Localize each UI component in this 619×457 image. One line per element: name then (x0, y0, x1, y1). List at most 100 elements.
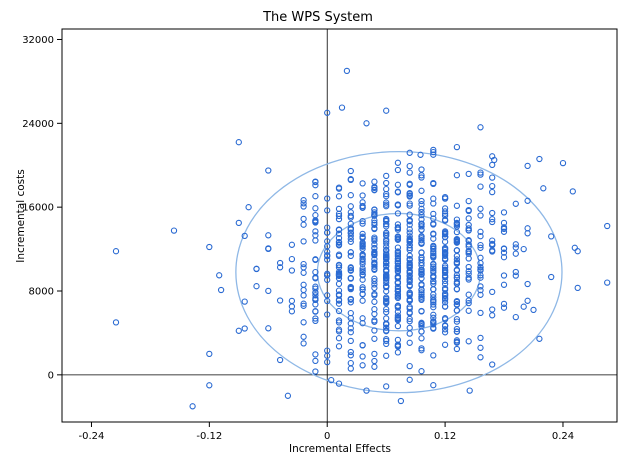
scatter-point (335, 300, 343, 307)
scatter-point (406, 267, 413, 275)
scatter-point (500, 272, 508, 279)
scatter-point (453, 236, 461, 243)
scatter-point (347, 212, 354, 220)
scatter-point (245, 204, 252, 211)
scatter-point (371, 237, 378, 244)
scatter-point (489, 242, 496, 249)
scatter-point (489, 312, 496, 319)
scatter-point (441, 315, 449, 322)
scatter-point (477, 212, 484, 219)
scatter-point (406, 275, 413, 282)
scatter-point (430, 321, 437, 328)
scatter-point (540, 185, 547, 192)
scatter-point (312, 285, 319, 292)
scatter-point (465, 276, 472, 283)
scatter-point (406, 202, 413, 209)
scatter-point (430, 280, 437, 287)
scatter-point (371, 266, 378, 273)
scatter-point (430, 297, 437, 304)
scatter-point (394, 258, 402, 265)
scatter-point (441, 205, 449, 212)
scatter-point (430, 195, 437, 202)
scatter-point (465, 307, 472, 314)
scatter-point (559, 159, 567, 167)
scatter-point (300, 238, 307, 245)
scatter-point (477, 344, 484, 351)
scatter-point (520, 245, 527, 253)
scatter-point (371, 363, 378, 370)
scatter-point (394, 181, 402, 188)
scatter-point (406, 226, 413, 233)
scatter-point (288, 255, 296, 263)
scatter-point (453, 172, 461, 179)
scatter-point (441, 326, 449, 333)
scatter-point (406, 190, 413, 197)
scatter-point (394, 159, 402, 166)
scatter-point (189, 403, 196, 410)
scatter-point (477, 274, 484, 281)
scatter-point (530, 306, 537, 314)
scatter-point (276, 259, 284, 267)
scatter-point (453, 318, 461, 325)
scatter-point (371, 335, 378, 342)
scatter-point (347, 274, 354, 282)
scatter-point (371, 284, 378, 292)
scatter-point (363, 120, 370, 127)
scatter-point (383, 275, 390, 282)
scatter-point (371, 263, 378, 270)
scatter-point (371, 234, 378, 241)
scatter-point (406, 241, 413, 249)
scatter-point (520, 303, 527, 310)
scatter-point (500, 249, 508, 256)
scatter-point (524, 197, 531, 204)
x-axis-ticks: -0.24 -0.12 0 0.12 0.24 (79, 422, 574, 442)
scatter-point (288, 303, 296, 310)
scatter-point (441, 195, 449, 202)
scatter-point (371, 183, 378, 191)
scatter-point (383, 282, 390, 290)
scatter-point (312, 368, 319, 375)
scatter-point (453, 143, 461, 151)
scatter-point (394, 279, 402, 287)
scatter-point (335, 272, 343, 279)
scatter-point (524, 225, 531, 232)
scatter-point (312, 315, 319, 322)
scatter-point (406, 193, 413, 200)
scatter-point (512, 268, 519, 276)
y-tick-label: 8000 (29, 287, 54, 298)
scatter-point (312, 308, 319, 315)
scatter-point (335, 264, 343, 271)
scatter-point (604, 222, 611, 230)
scatter-point (347, 229, 354, 236)
scatter-point (406, 211, 413, 218)
scatter-point (383, 266, 390, 274)
scatter-point (383, 199, 390, 206)
plot-area (62, 29, 617, 422)
scatter-point (477, 233, 484, 240)
scatter-point (343, 67, 351, 75)
scatter-point (441, 296, 449, 303)
scatter-point (477, 241, 484, 249)
scatter-point (300, 200, 307, 207)
scatter-point (359, 192, 366, 199)
plot-frame (61, 28, 618, 423)
scatter-point (324, 195, 331, 202)
scatter-point (324, 229, 331, 236)
scatter-point (371, 221, 378, 228)
scatter-point (359, 217, 366, 225)
scatter-point (265, 232, 272, 239)
scatter-point (418, 286, 425, 294)
scatter-point (430, 261, 437, 268)
scatter-point (371, 292, 378, 299)
scatter-point (347, 329, 354, 336)
scatter-point (418, 293, 425, 300)
scatter-point (500, 228, 508, 235)
scatter-point (406, 252, 413, 259)
scatter-point (430, 151, 437, 158)
scatter-point (430, 304, 437, 311)
scatter-point (548, 233, 555, 240)
scatter-point (363, 387, 370, 394)
scatter-point (441, 269, 449, 276)
scatter-point (347, 192, 354, 199)
scatter-point (453, 239, 461, 246)
